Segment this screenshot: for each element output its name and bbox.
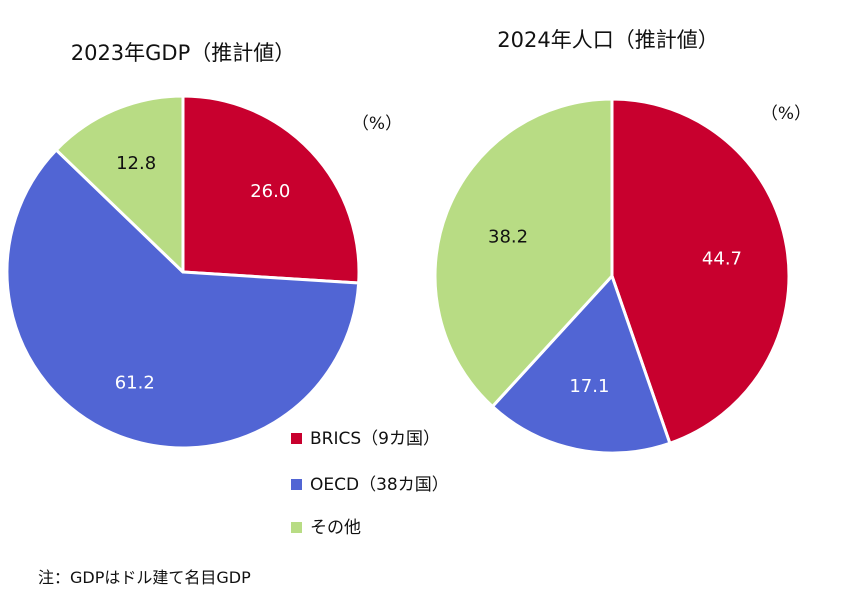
legend-label-oecd: OECD（38カ国） <box>310 475 449 495</box>
gdp-slice-other <box>54 94 185 274</box>
gdp-value-label-other: 12.8 <box>116 153 156 174</box>
population-pie-chart: 2024年人口（推計値） （%） 44.7 17.1 38.2 <box>433 28 811 455</box>
gdp-chart-title: 2023年GDP（推計値） <box>71 41 296 65</box>
gdp-pie-chart: 2023年GDP（推計値） （%） 26.0 61.2 12.8 <box>5 41 402 450</box>
footnote: 注：GDPはドル建て名目GDP <box>38 568 251 587</box>
population-slice-brics <box>610 97 791 445</box>
population-chart-title: 2024年人口（推計値） <box>497 28 718 52</box>
legend: BRICS（9カ国） OECD（38カ国） その他 <box>291 429 449 538</box>
population-value-label-brics: 44.7 <box>702 249 742 270</box>
legend-label-brics: BRICS（9カ国） <box>310 429 440 449</box>
population-slice-other <box>433 97 614 409</box>
gdp-slice-oecd <box>5 148 361 450</box>
population-slice-oecd <box>490 274 672 455</box>
legend-swatch-other <box>291 522 302 533</box>
gdp-value-label-oecd: 61.2 <box>115 373 155 394</box>
gdp-unit-label: （%） <box>352 114 402 134</box>
population-unit-label: （%） <box>761 104 811 124</box>
gdp-value-label-brics: 26.0 <box>250 181 290 202</box>
gdp-slice-brics <box>181 94 361 285</box>
legend-label-other: その他 <box>310 518 361 538</box>
legend-swatch-brics <box>291 433 302 444</box>
legend-swatch-oecd <box>291 479 302 490</box>
population-value-label-other: 38.2 <box>488 227 528 248</box>
population-value-label-oecd: 17.1 <box>569 376 609 397</box>
